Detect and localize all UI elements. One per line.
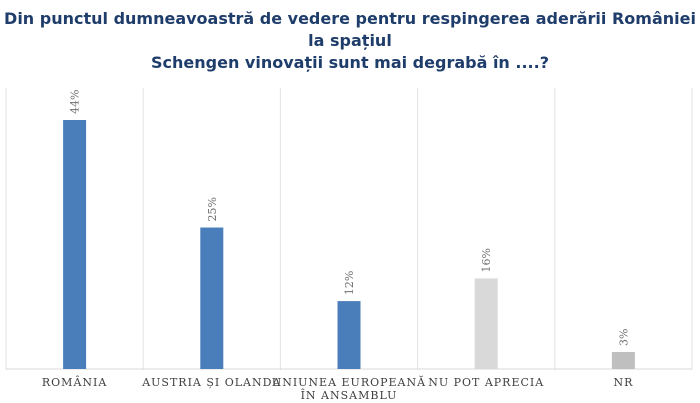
category-label: ÎN ANSAMBLU [301, 388, 398, 402]
data-label: 16% [480, 248, 493, 272]
data-label: 3% [617, 329, 630, 346]
chart-title-line-1: Din punctul dumneavoastră de vedere pent… [4, 9, 696, 50]
category-label: AUSTRIA ȘI OLANDA [141, 376, 281, 389]
chart-title: Din punctul dumneavoastră de vedere pent… [0, 8, 700, 74]
bar [63, 120, 87, 369]
category-label: NU POT APRECIA [428, 376, 544, 389]
bar [611, 352, 635, 369]
data-label: 44% [69, 90, 82, 114]
category-label: UNIUNEA EUROPEANĂ [272, 375, 426, 389]
bar [337, 301, 361, 369]
category-label: NR [613, 376, 633, 389]
category-label: ROMÂNIA [42, 375, 107, 389]
data-label: 12% [343, 271, 356, 295]
bar [200, 227, 224, 369]
bar [474, 278, 498, 369]
chart-title-line-2: Schengen vinovații sunt mai degrabă în .… [151, 53, 549, 72]
data-label: 25% [206, 197, 219, 221]
